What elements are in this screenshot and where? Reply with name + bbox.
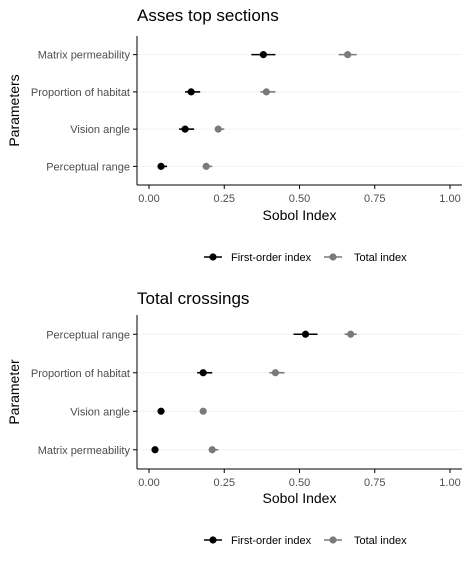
data-point xyxy=(157,162,165,170)
legend-label: First-order index xyxy=(231,252,312,264)
chart-title: Asses top sections xyxy=(137,6,279,25)
x-tick-label: 0.25 xyxy=(214,193,235,205)
chart-title: Total crossings xyxy=(137,289,249,308)
x-tick-label: 0.75 xyxy=(364,193,385,205)
y-tick-label: Proportion of habitat xyxy=(31,368,130,380)
data-point xyxy=(157,407,165,415)
legend-key-point xyxy=(329,253,337,261)
x-tick-label: 1.00 xyxy=(439,193,460,205)
x-tick-label: 0.50 xyxy=(289,193,310,205)
data-point xyxy=(214,125,222,133)
legend-label: Total index xyxy=(354,252,407,264)
x-tick-label: 0.75 xyxy=(364,477,385,489)
data-point xyxy=(187,88,195,96)
y-tick-label: Vision angle xyxy=(70,124,130,136)
data-point xyxy=(347,330,355,338)
legend-label: First-order index xyxy=(231,535,312,547)
y-tick-label: Proportion of habitat xyxy=(31,87,130,99)
y-tick-label: Perceptual range xyxy=(46,161,130,173)
chart-panel-1: Asses top sections Matrix permeability Pro… xyxy=(6,6,462,264)
data-point xyxy=(199,369,207,377)
data-point xyxy=(262,88,270,96)
y-axis-label: Parameter xyxy=(6,359,22,425)
data-point xyxy=(344,51,352,59)
x-tick-label: 0.00 xyxy=(138,477,159,489)
legend-key-point xyxy=(329,536,337,544)
y-tick-label: Matrix permeability xyxy=(38,445,131,457)
x-axis-label: Sobol Index xyxy=(263,490,337,506)
data-point xyxy=(202,162,210,170)
y-axis-label: Parameters xyxy=(6,74,22,146)
y-tick-label: Matrix permeability xyxy=(38,50,131,62)
legend-key-point xyxy=(209,536,217,544)
data-point xyxy=(259,51,267,59)
x-tick-label: 0.00 xyxy=(138,193,159,205)
y-tick-label: Perceptual range xyxy=(46,329,130,341)
data-point xyxy=(181,125,189,133)
legend: First-order index Total index xyxy=(204,535,407,547)
data-point xyxy=(151,446,159,454)
legend-key-point xyxy=(209,253,217,261)
x-tick-label: 0.25 xyxy=(214,477,235,489)
x-tick-label: 0.50 xyxy=(289,477,310,489)
data-point xyxy=(301,330,310,338)
data-point xyxy=(271,369,280,377)
data-point xyxy=(199,407,207,415)
x-tick-label: 1.00 xyxy=(439,477,460,489)
legend-label: Total index xyxy=(354,535,407,547)
x-axis-label: Sobol Index xyxy=(263,207,337,223)
legend: First-order index Total index xyxy=(204,252,407,264)
chart-panel-2: Total crossings Perceptual range Proportio… xyxy=(6,289,462,547)
y-tick-label: Vision angle xyxy=(70,406,130,418)
data-point xyxy=(208,446,216,454)
